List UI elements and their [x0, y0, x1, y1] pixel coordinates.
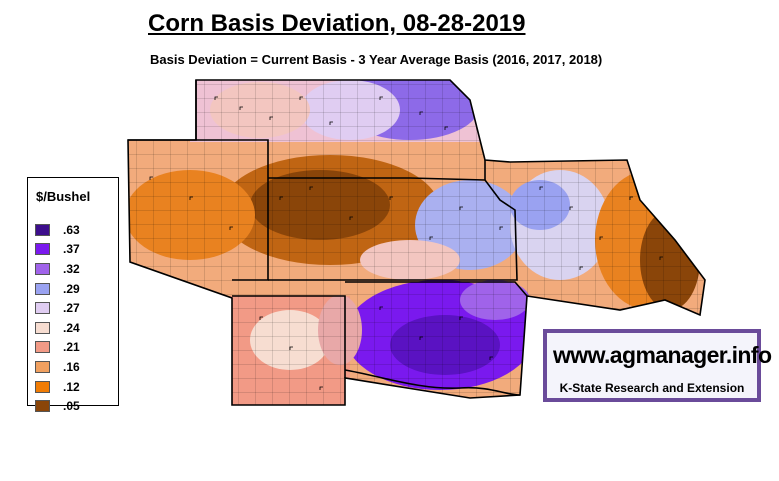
elevator-markers — [149, 96, 663, 390]
map-title: Corn Basis Deviation, 08-28-2019 — [148, 10, 526, 37]
legend-list: .63 .37 .32 .29 .27 .24 .21 .16 .12 .05 — [35, 220, 80, 416]
legend-label: .63 — [63, 222, 80, 237]
legend-swatch — [35, 282, 50, 295]
legend-swatch — [35, 321, 50, 334]
legend-swatch — [35, 341, 50, 354]
map-subtitle: Basis Deviation = Current Basis - 3 Year… — [150, 52, 603, 67]
legend-label: .05 — [63, 399, 80, 414]
legend-swatch — [35, 360, 50, 373]
legend-label: .16 — [63, 359, 80, 374]
legend-swatch — [35, 243, 50, 256]
logo-org: K-State Research and Extension — [559, 381, 745, 395]
legend-label: .32 — [63, 261, 80, 276]
legend-label: .24 — [63, 320, 80, 335]
legend-item: .16 — [35, 357, 80, 377]
legend-item: .29 — [35, 279, 80, 299]
legend-title: $/Bushel — [36, 189, 91, 204]
agmanager-logo[interactable]: www.agmanager.info K-State Research and … — [543, 329, 772, 402]
legend-label: .29 — [63, 281, 80, 296]
legend-item: .05 — [35, 396, 80, 416]
legend-label: .12 — [63, 379, 80, 394]
logo-url: www.agmanager.info — [553, 342, 772, 368]
legend-item: .12 — [35, 377, 80, 397]
legend-item: .21 — [35, 338, 80, 358]
state-borders — [127, 79, 706, 406]
legend-label: .27 — [63, 301, 80, 316]
legend-swatch — [35, 223, 50, 236]
legend-swatch — [35, 400, 50, 413]
legend-item: .63 — [35, 220, 80, 240]
legend-item: .32 — [35, 259, 80, 279]
legend: $/Bushel .63 .37 .32 .29 .27 .24 .21 .16 .12 .05 — [27, 177, 119, 413]
legend-item: .24 — [35, 318, 80, 338]
legend-item: .37 — [35, 240, 80, 260]
legend-swatch — [35, 262, 50, 275]
legend-label: .37 — [63, 242, 80, 257]
legend-swatch — [35, 380, 50, 393]
legend-swatch — [35, 302, 50, 315]
legend-label: .21 — [63, 340, 80, 355]
legend-item: .27 — [35, 298, 80, 318]
